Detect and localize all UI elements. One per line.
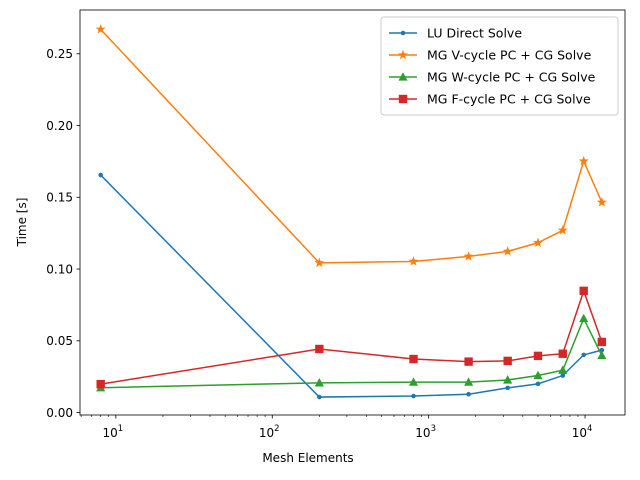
data-point [98, 172, 103, 178]
data-point [95, 24, 106, 34]
x-tick-exponent: 2 [274, 424, 279, 434]
data-point [463, 251, 474, 261]
x-tick-base: 10 [415, 426, 430, 440]
legend-marker [398, 49, 408, 60]
data-point [578, 155, 589, 166]
data-point [579, 313, 589, 323]
series-1 [98, 172, 605, 400]
legend-label: MG V-cycle PC + CG Solve [427, 48, 592, 63]
data-point [581, 352, 587, 358]
data-point [503, 356, 512, 366]
data-point [464, 357, 473, 366]
x-axis-label: Mesh Elements [262, 451, 353, 465]
legend-marker [398, 94, 408, 104]
data-point [408, 256, 419, 266]
legend: LU Direct Solve MG V-cycle PC + CG Solve M… [380, 16, 619, 116]
data-point [533, 370, 543, 380]
data-point [558, 349, 567, 358]
data-point [409, 354, 418, 364]
series-layer [95, 24, 607, 400]
data-point [560, 373, 566, 378]
legend-label: LU Direct Solve [427, 26, 522, 41]
legend-item: MG V-cycle PC + CG Solve [389, 48, 592, 63]
series-line [100, 316, 603, 389]
y-axis-label: Time [s] [15, 198, 29, 248]
x-tick-label: 104 [572, 424, 593, 440]
data-point [466, 391, 471, 397]
x-tick-exponent: 1 [118, 424, 123, 434]
x-tick-base: 10 [572, 426, 587, 440]
y-tick-label: 0.20 [46, 119, 73, 133]
series-line [100, 288, 603, 385]
y-tick-label: 0.25 [46, 47, 73, 61]
legend-item: MG W-cycle PC + CG Solve [389, 70, 596, 85]
data-point [533, 237, 543, 247]
x-tick-exponent: 4 [587, 424, 592, 434]
data-point [533, 351, 543, 361]
data-point [557, 225, 568, 235]
y-tick-label: 0.15 [46, 191, 73, 205]
x-tick-base: 10 [102, 426, 117, 440]
data-point [411, 393, 416, 399]
data-point [96, 379, 105, 389]
legend-item: LU Direct Solve [389, 26, 522, 41]
y-axis: 0.00 0.05 0.10 0.15 0.20 0.25 [46, 47, 80, 420]
data-point [502, 246, 513, 256]
data-point [464, 377, 474, 386]
series-4 [96, 286, 607, 389]
data-point [558, 365, 568, 374]
legend-marker [398, 72, 408, 81]
data-point [599, 347, 605, 353]
data-point [408, 377, 419, 386]
data-point [317, 394, 322, 400]
x-tick-label: 102 [259, 424, 280, 440]
data-point [505, 385, 510, 391]
legend-marker [400, 30, 406, 36]
legend-label: MG W-cycle PC + CG Solve [427, 70, 596, 85]
y-tick-label: 0.05 [46, 334, 73, 348]
data-point [314, 378, 324, 387]
data-point [597, 350, 607, 360]
series-2 [95, 24, 607, 268]
data-point [503, 375, 513, 384]
data-point [597, 337, 607, 347]
series-line [100, 174, 603, 398]
data-point [579, 286, 588, 296]
x-tick-base: 10 [259, 426, 274, 440]
x-axis: 101 102 103 104 [80, 415, 593, 440]
data-point [315, 344, 324, 354]
series-3 [96, 313, 607, 392]
legend-item: MG F-cycle PC + CG Solve [389, 92, 591, 107]
data-point [314, 257, 325, 268]
y-tick-label: 0.00 [46, 406, 73, 420]
x-tick-label: 103 [415, 424, 436, 440]
legend-label: MG F-cycle PC + CG Solve [427, 92, 591, 107]
plot-frame [79, 9, 626, 416]
x-tick-exponent: 3 [431, 424, 436, 434]
x-tick-label: 101 [102, 424, 123, 440]
data-point [535, 381, 541, 387]
y-tick-label: 0.10 [46, 262, 73, 276]
data-point [596, 197, 607, 207]
legend-box [380, 16, 619, 116]
